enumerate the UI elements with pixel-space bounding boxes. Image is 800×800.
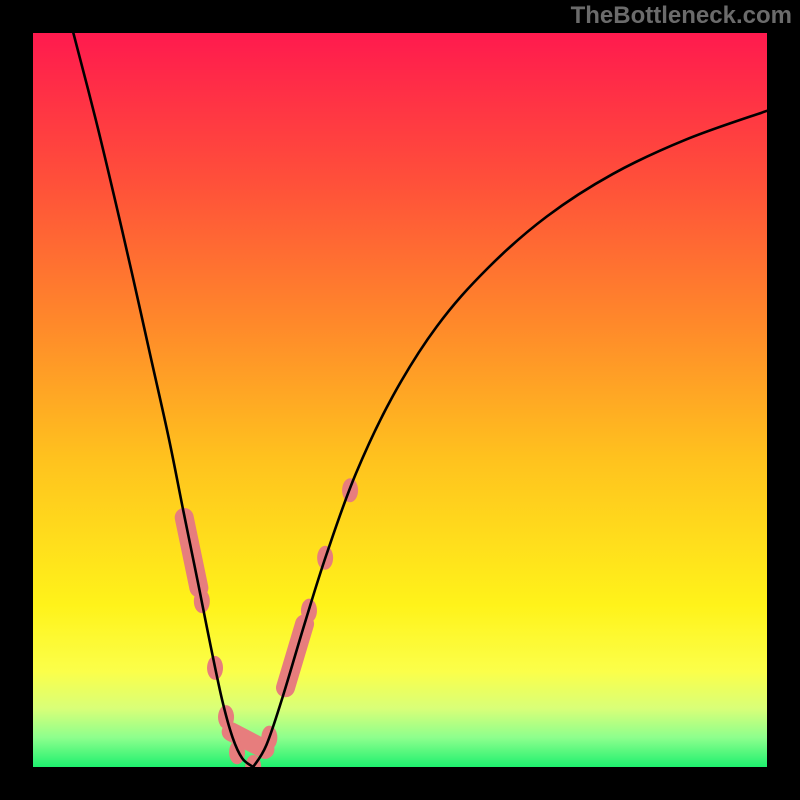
watermark-label: TheBottleneck.com [571, 2, 792, 30]
gradient-background [33, 33, 767, 767]
bottleneck-curve-svg [33, 33, 767, 767]
plot-area [33, 33, 767, 767]
chart-frame: TheBottleneck.com [0, 0, 800, 800]
